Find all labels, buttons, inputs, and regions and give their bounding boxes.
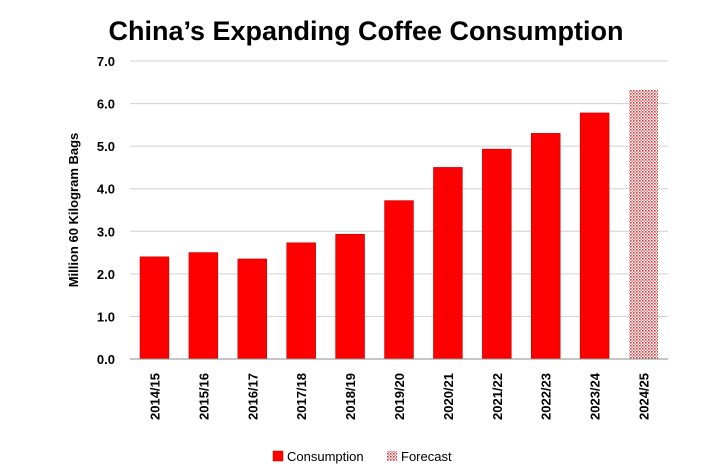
y-tick-label: 2.0 bbox=[97, 267, 115, 282]
x-tick-label: 2023/24 bbox=[588, 372, 603, 420]
x-tick-label: 2021/22 bbox=[490, 373, 505, 420]
bar-consumption bbox=[433, 167, 463, 360]
bar-consumption bbox=[335, 233, 365, 360]
legend-swatch-consumption bbox=[272, 450, 284, 462]
x-tick-label: 2014/15 bbox=[147, 373, 162, 420]
y-tick-label: 0.0 bbox=[97, 352, 115, 367]
y-tick-label: 3.0 bbox=[97, 224, 115, 239]
x-axis-ticks: 2014/15 2015/16 2016/17 2017/18 2018/19 2019/… bbox=[147, 372, 651, 420]
x-tick-label: 2024/25 bbox=[637, 373, 652, 420]
y-tick-label: 7.0 bbox=[97, 54, 115, 69]
y-tick-label: 5.0 bbox=[97, 139, 115, 154]
bar-consumption bbox=[286, 242, 316, 360]
y-tick-label: 1.0 bbox=[97, 309, 115, 324]
x-tick-label: 2020/21 bbox=[441, 373, 456, 420]
legend-swatch-forecast bbox=[387, 451, 397, 461]
x-tick-label: 2019/20 bbox=[392, 373, 407, 420]
bar-consumption bbox=[579, 112, 610, 360]
legend-label-consumption: Consumption bbox=[287, 449, 364, 464]
bar-consumption bbox=[384, 200, 414, 360]
bar-forecast bbox=[629, 89, 658, 359]
bar-consumption bbox=[188, 252, 219, 360]
x-tick-label: 2015/16 bbox=[196, 373, 211, 420]
y-tick-label: 4.0 bbox=[97, 182, 115, 197]
bar-consumption bbox=[139, 256, 170, 360]
x-tick-label: 2018/19 bbox=[343, 373, 358, 420]
bars bbox=[139, 89, 658, 360]
chart-title: China’s Expanding Coffee Consumption bbox=[108, 16, 623, 46]
bar-consumption bbox=[482, 148, 512, 360]
y-tick-label: 6.0 bbox=[97, 97, 115, 112]
y-axis-ticks: 0.0 1.0 2.0 3.0 4.0 5.0 6.0 7.0 bbox=[97, 54, 115, 367]
x-tick-label: 2016/17 bbox=[245, 373, 260, 420]
x-tick-label: 2017/18 bbox=[294, 373, 309, 420]
legend: Consumption Forecast bbox=[272, 449, 452, 464]
legend-label-forecast: Forecast bbox=[401, 449, 452, 464]
bar-consumption bbox=[530, 133, 561, 360]
bar-consumption bbox=[237, 258, 268, 360]
y-axis-label: Million 60 Kilogram Bags bbox=[66, 133, 81, 288]
x-tick-label: 2022/23 bbox=[539, 373, 554, 420]
